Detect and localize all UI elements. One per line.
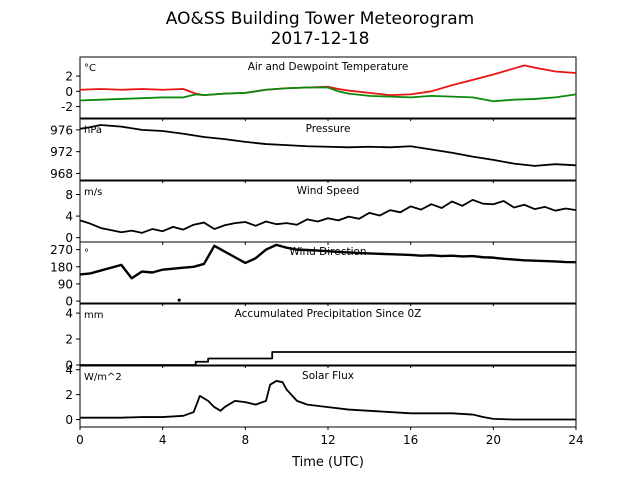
panel-unit: W/m^2 [84,372,122,383]
panel-unit: m/s [84,187,102,198]
x-tick-label: 0 [76,433,84,447]
x-tick-label: 8 [242,433,250,447]
y-tick-label: 4 [65,307,73,321]
y-tick-label: 4 [65,363,73,377]
panel-6: 4 2 0 W/m^2 Solar Flux [65,363,577,430]
y-tick-label: 2 [65,333,73,347]
x-tick-label: 24 [568,433,583,447]
y-tick-label: 180 [50,260,73,274]
panel-5: 4 2 0 mm Accumulated Precipitation Since 0Z [65,303,577,373]
figure-subtitle: 2017-12-18 [271,29,370,49]
x-tick-label: 4 [159,433,167,447]
y-tick-label: 0 [65,85,73,99]
figure-title: AO&SS Building Tower Meteorogram [166,9,474,29]
panels-group: 20-2°C Air and Dewpoint Temperature976972… [50,56,577,430]
series-line-1 [80,351,576,366]
y-tick-label: 972 [50,145,73,159]
panel-title: Wind Speed [297,185,360,197]
y-tick-label: 2 [65,388,73,402]
x-axis-label: Time (UTC) [291,455,364,470]
series-line-1 [79,64,577,97]
x-tick-label: 12 [320,433,335,447]
series-line-1 [79,243,577,280]
y-tick-label: 4 [65,210,73,224]
scatter-point [177,298,181,302]
y-tick-label: 270 [50,243,73,257]
panel-title: Accumulated Precipitation Since 0Z [235,308,422,320]
y-tick-label: 90 [58,277,73,291]
y-tick-label: 976 [50,123,73,137]
y-tick-label: 0 [65,295,73,309]
x-tick-label: 16 [403,433,418,447]
panel-unit: ° [84,248,89,259]
panel-title: Air and Dewpoint Temperature [248,61,409,73]
panel-unit: mm [84,310,103,321]
panel-unit: °C [84,63,96,74]
x-axis: 0 4 8 12 16 20 24 [76,433,583,447]
y-tick-label: 2 [65,70,73,84]
y-tick-label: 8 [65,188,73,202]
panel-2: 976 972 968 hPa Pressure [50,118,577,183]
y-tick-label: -2 [61,100,73,114]
series-line-1 [79,124,577,167]
panel-unit: hPa [84,125,102,136]
panel-3: 8 4 0 m/s Wind Speed [65,180,577,245]
series-line-1 [80,380,576,421]
series-line-1 [79,198,577,234]
y-tick-label: 0 [65,413,73,427]
y-tick-label: 0 [65,359,73,373]
panel-1: 20-2 °C Air and Dewpoint Temperature [61,56,577,121]
x-tick-label: 20 [486,433,501,447]
y-tick-label: 968 [50,167,73,181]
panel-title: Pressure [306,123,351,135]
series-line-2 [79,86,577,103]
y-tick-label: 0 [65,231,73,245]
panel-title: Solar Flux [302,370,354,382]
